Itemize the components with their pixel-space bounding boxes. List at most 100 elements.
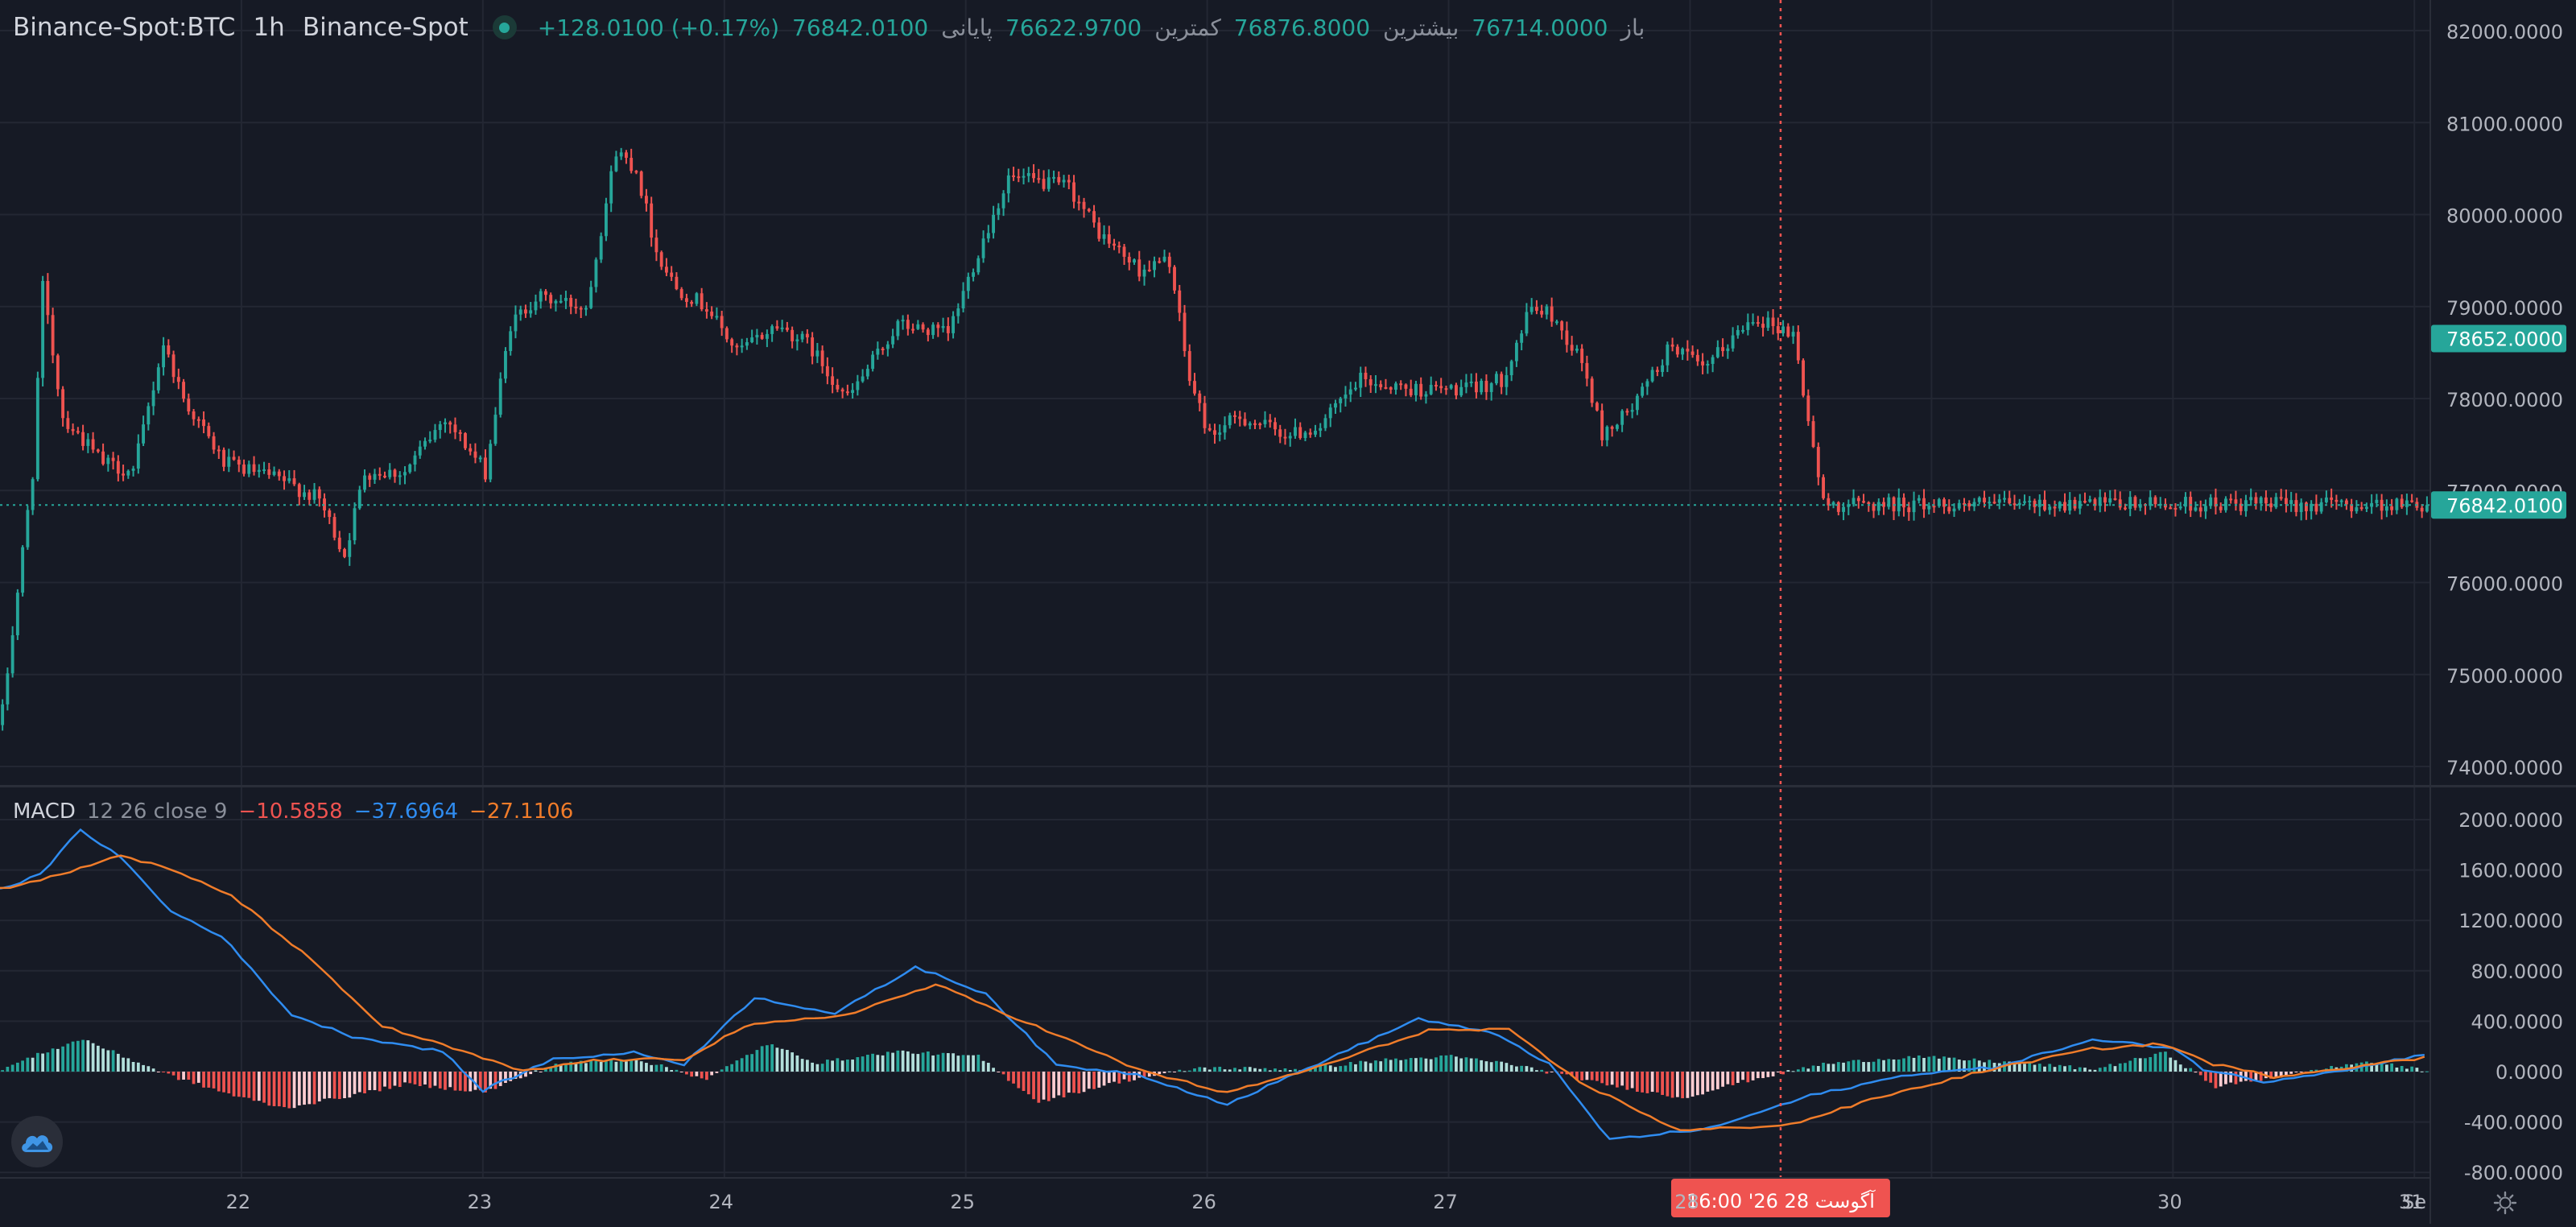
candle-body (1565, 330, 1569, 345)
candle-body (1761, 324, 1765, 328)
candle-body (21, 547, 25, 593)
price-candle (2364, 502, 2368, 513)
price-candle (15, 589, 19, 640)
price-candle (1912, 491, 1916, 521)
macd-histogram-bar (1786, 1070, 1790, 1072)
timeframe-label[interactable]: 1h (253, 13, 285, 42)
price-candle (2124, 503, 2127, 510)
price-candle (941, 317, 945, 333)
macd-histogram-bar (961, 1055, 965, 1072)
macd-axis[interactable]: 2000.0000 1600.0000 1200.0000 800.0000 400.0… (2458, 809, 2563, 1184)
macd-histogram-bar (1580, 1072, 1584, 1080)
price-axis[interactable]: 82000.0000 81000.0000 80000.0000 79000.0000… (2431, 21, 2566, 779)
candle-body (2178, 506, 2182, 509)
price-candle (2319, 498, 2323, 514)
macd-histogram-bar (2330, 1065, 2334, 1072)
price-candle (1514, 340, 1518, 367)
price-candle (2153, 495, 2157, 508)
candle-body (2239, 503, 2243, 511)
candle-body (1967, 503, 1971, 507)
price-candle (1650, 366, 1654, 383)
candle-body (2078, 501, 2082, 509)
macd-histogram-bar (2269, 1072, 2273, 1079)
candle-body (1605, 427, 1609, 440)
candle-body (1243, 419, 1247, 426)
price-candle (1605, 425, 1609, 447)
candle-body (1298, 427, 1302, 439)
macd-histogram-bar (2118, 1063, 2122, 1072)
macd-histogram-bar (21, 1060, 24, 1072)
price-candle (2244, 494, 2248, 517)
price-candle (2350, 498, 2354, 518)
price-candle (1258, 422, 1262, 430)
macd-histogram-bar (1294, 1068, 1297, 1072)
price-candle (142, 415, 146, 446)
candle-body (624, 152, 628, 159)
macd-histogram-bar (41, 1053, 44, 1072)
macd-histogram-bar (1026, 1072, 1030, 1095)
pane-divider[interactable] (0, 785, 2576, 787)
price-candle (735, 343, 739, 356)
price-candle (2028, 496, 2032, 510)
brand-logo-button[interactable] (11, 1116, 63, 1167)
price-candle (504, 347, 507, 383)
candle-body (1364, 372, 1368, 380)
macd-histogram-bar (1635, 1072, 1639, 1093)
macd-histogram-bar (2385, 1064, 2388, 1072)
candle-body (76, 431, 80, 433)
price-candle (292, 469, 296, 486)
price-candle (2204, 499, 2207, 519)
macd-histogram-bar (1802, 1067, 1805, 1072)
price-candle (323, 493, 326, 518)
price-candle (1384, 378, 1388, 390)
price-candle (720, 311, 724, 337)
symbol-name[interactable]: Binance-Spot:BTC (13, 13, 236, 42)
macd-histogram-bar (685, 1072, 688, 1075)
candle-body (1107, 234, 1111, 244)
macd-axis-label: 0.0000 (2496, 1061, 2563, 1084)
price-candle (549, 292, 553, 309)
macd-histogram-bar (1263, 1068, 1267, 1072)
price-candle (1847, 499, 1851, 515)
candle-body (15, 593, 19, 636)
price-candle (997, 203, 1001, 221)
candle-body (2304, 502, 2308, 511)
candle-body (464, 433, 467, 448)
macd-histogram-bar (2093, 1069, 2097, 1072)
market-status-icon[interactable] (492, 15, 517, 39)
macd-histogram-bar (176, 1072, 180, 1080)
macd-histogram-bar (2214, 1072, 2218, 1089)
chart-settings-button[interactable] (2489, 1187, 2521, 1219)
candle-body (2138, 504, 2142, 508)
price-candle (66, 411, 70, 433)
macd-histogram-bar (1616, 1072, 1619, 1088)
macd-name[interactable]: MACD (13, 799, 76, 824)
macd-histogram-bar (1409, 1058, 1413, 1072)
last-price-badge (2431, 491, 2566, 519)
macd-histogram-bar (871, 1053, 874, 1072)
price-candle (2149, 490, 2153, 510)
price-candle (1308, 428, 1312, 438)
price-candle (1107, 225, 1111, 248)
candle-body (1695, 354, 1699, 361)
price-candle (1046, 169, 1051, 192)
price-candle (1399, 380, 1403, 390)
candle-body (1379, 384, 1383, 387)
macd-histogram-bar (1771, 1072, 1775, 1076)
candle-body (1600, 410, 1604, 440)
candle-body (1509, 361, 1513, 375)
candle-body (1842, 506, 1845, 512)
price-candle (1600, 403, 1604, 447)
price-candle (1187, 344, 1191, 386)
candle-body (1082, 201, 1086, 209)
macd-histogram-bar (403, 1072, 407, 1083)
price-candle (182, 378, 186, 403)
candle-body (1278, 429, 1282, 437)
macd-histogram-bar (10, 1064, 14, 1072)
candle-body (634, 171, 638, 173)
price-axis-label: 74000.0000 (2446, 757, 2563, 779)
candle-body (1947, 506, 1951, 512)
